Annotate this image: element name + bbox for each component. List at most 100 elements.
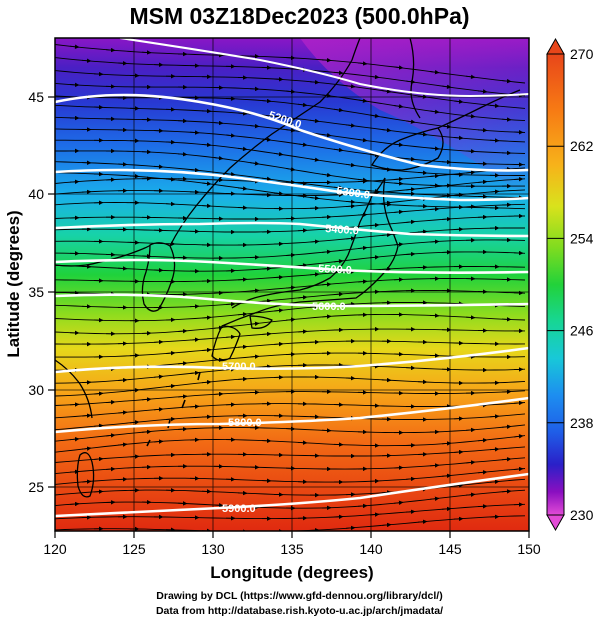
wind-arrow [129,454,140,459]
figure-title: MSM 03Z18Dec2023 (500.0hPa) [129,3,470,29]
wind-arrow [357,98,368,103]
colorbar: 270 262 254 246 238 230 [546,37,594,532]
wind-arrow [237,111,248,116]
contour-label-5700: 5700.0 [222,361,256,373]
wind-arrow [141,397,152,402]
wind-arrow [489,189,500,194]
wind-arrow [273,151,284,157]
wind-arrow [417,170,428,176]
wind-arrow [333,291,344,297]
wind-arrow [417,132,428,137]
wind-arrow [429,69,440,75]
wind-arrow [501,117,512,122]
wind-arrow [177,361,188,366]
wind-arrow [453,483,464,488]
wind-arrow [225,133,236,138]
wind-arrow [237,490,248,496]
wind-arrow [357,137,368,143]
wind-arrow [345,199,356,205]
wind-arrow [441,506,452,512]
wind-arrow [369,255,380,260]
wind-arrow [429,109,440,114]
colorbar-label-254: 254 [570,230,594,246]
wind-arrow [321,57,332,63]
wind-arrow [69,44,80,49]
x-tick-130: 130 [201,541,225,557]
wind-arrow [93,71,104,77]
wind-arrow [393,142,404,147]
wind-arrow [153,439,164,444]
contour-label-5800: 5800.0 [228,417,262,429]
wind-arrow [285,89,296,94]
wind-arrow [117,442,128,447]
wind-arrow [381,232,392,238]
colorbar-ticks [547,53,564,516]
wind-arrow [453,192,464,198]
wind-arrow [477,179,488,185]
y-tick-25: 25 [28,479,44,495]
map-gridlines [55,38,529,531]
wind-arrow [333,147,344,153]
wind-arrow [273,114,284,119]
wind-arrow [297,102,308,108]
y-tick-labels: 45 40 35 30 25 [28,89,44,495]
wind-arrow [261,176,272,182]
wind-arrow [369,152,380,158]
wind-arrow [249,354,260,359]
wind-arrow [189,337,200,342]
wind-arrow [501,424,512,430]
wind-arrow [429,239,440,244]
wind-arrow [201,414,212,420]
wind-arrow [357,212,368,218]
wind-arrow [453,449,464,455]
wind-arrow [237,312,248,317]
wind-arrow [381,490,392,495]
wind-arrow [405,476,416,482]
contour-label-5600: 5600.0 [312,301,346,313]
wind-arrow [321,282,332,287]
wind-arrow [285,128,296,133]
wind-arrow [285,167,296,172]
wind-arrow [165,139,176,145]
wind-arrow [213,391,224,397]
wind-arrow [501,78,512,84]
wind-arrow [357,245,368,251]
wind-arrow [405,187,416,192]
wind-arrow [345,162,356,168]
wind-arrow [369,113,380,119]
wind-arrow [381,127,392,133]
wind-arrow [225,171,236,177]
wind-arrow [513,400,524,406]
wind-arrow [285,352,296,357]
wind-arrow [297,263,308,268]
wind-arrow [393,209,404,215]
wind-arrow [501,457,512,462]
wind-arrow [213,155,224,161]
wind-arrow [465,204,476,209]
wind-arrow [189,304,200,309]
colorbar-label-262: 262 [570,138,594,154]
wind-arrow [93,391,104,396]
x-tick-140: 140 [359,541,383,557]
wind-arrow [69,402,80,407]
colorbar-scale [546,53,565,516]
wind-arrow [393,242,404,247]
wind-arrow [177,426,188,432]
axis-ticks [48,96,530,538]
wind-arrow [309,157,320,162]
wind-arrow [225,301,236,307]
wind-arrow [501,489,512,494]
wind-arrow [153,164,164,169]
wind-arrow [393,104,404,109]
contour-label-5400: 5400.0 [325,223,359,237]
wind-arrow [333,107,344,113]
wind-arrow [477,89,488,94]
wind-arrow [165,350,176,356]
wind-arrow [369,512,380,517]
wind-arrow [261,98,272,104]
y-tick-35: 35 [28,284,44,300]
wind-arrow [369,74,380,80]
wind-arrow [381,377,392,383]
wind-arrow [453,227,464,232]
